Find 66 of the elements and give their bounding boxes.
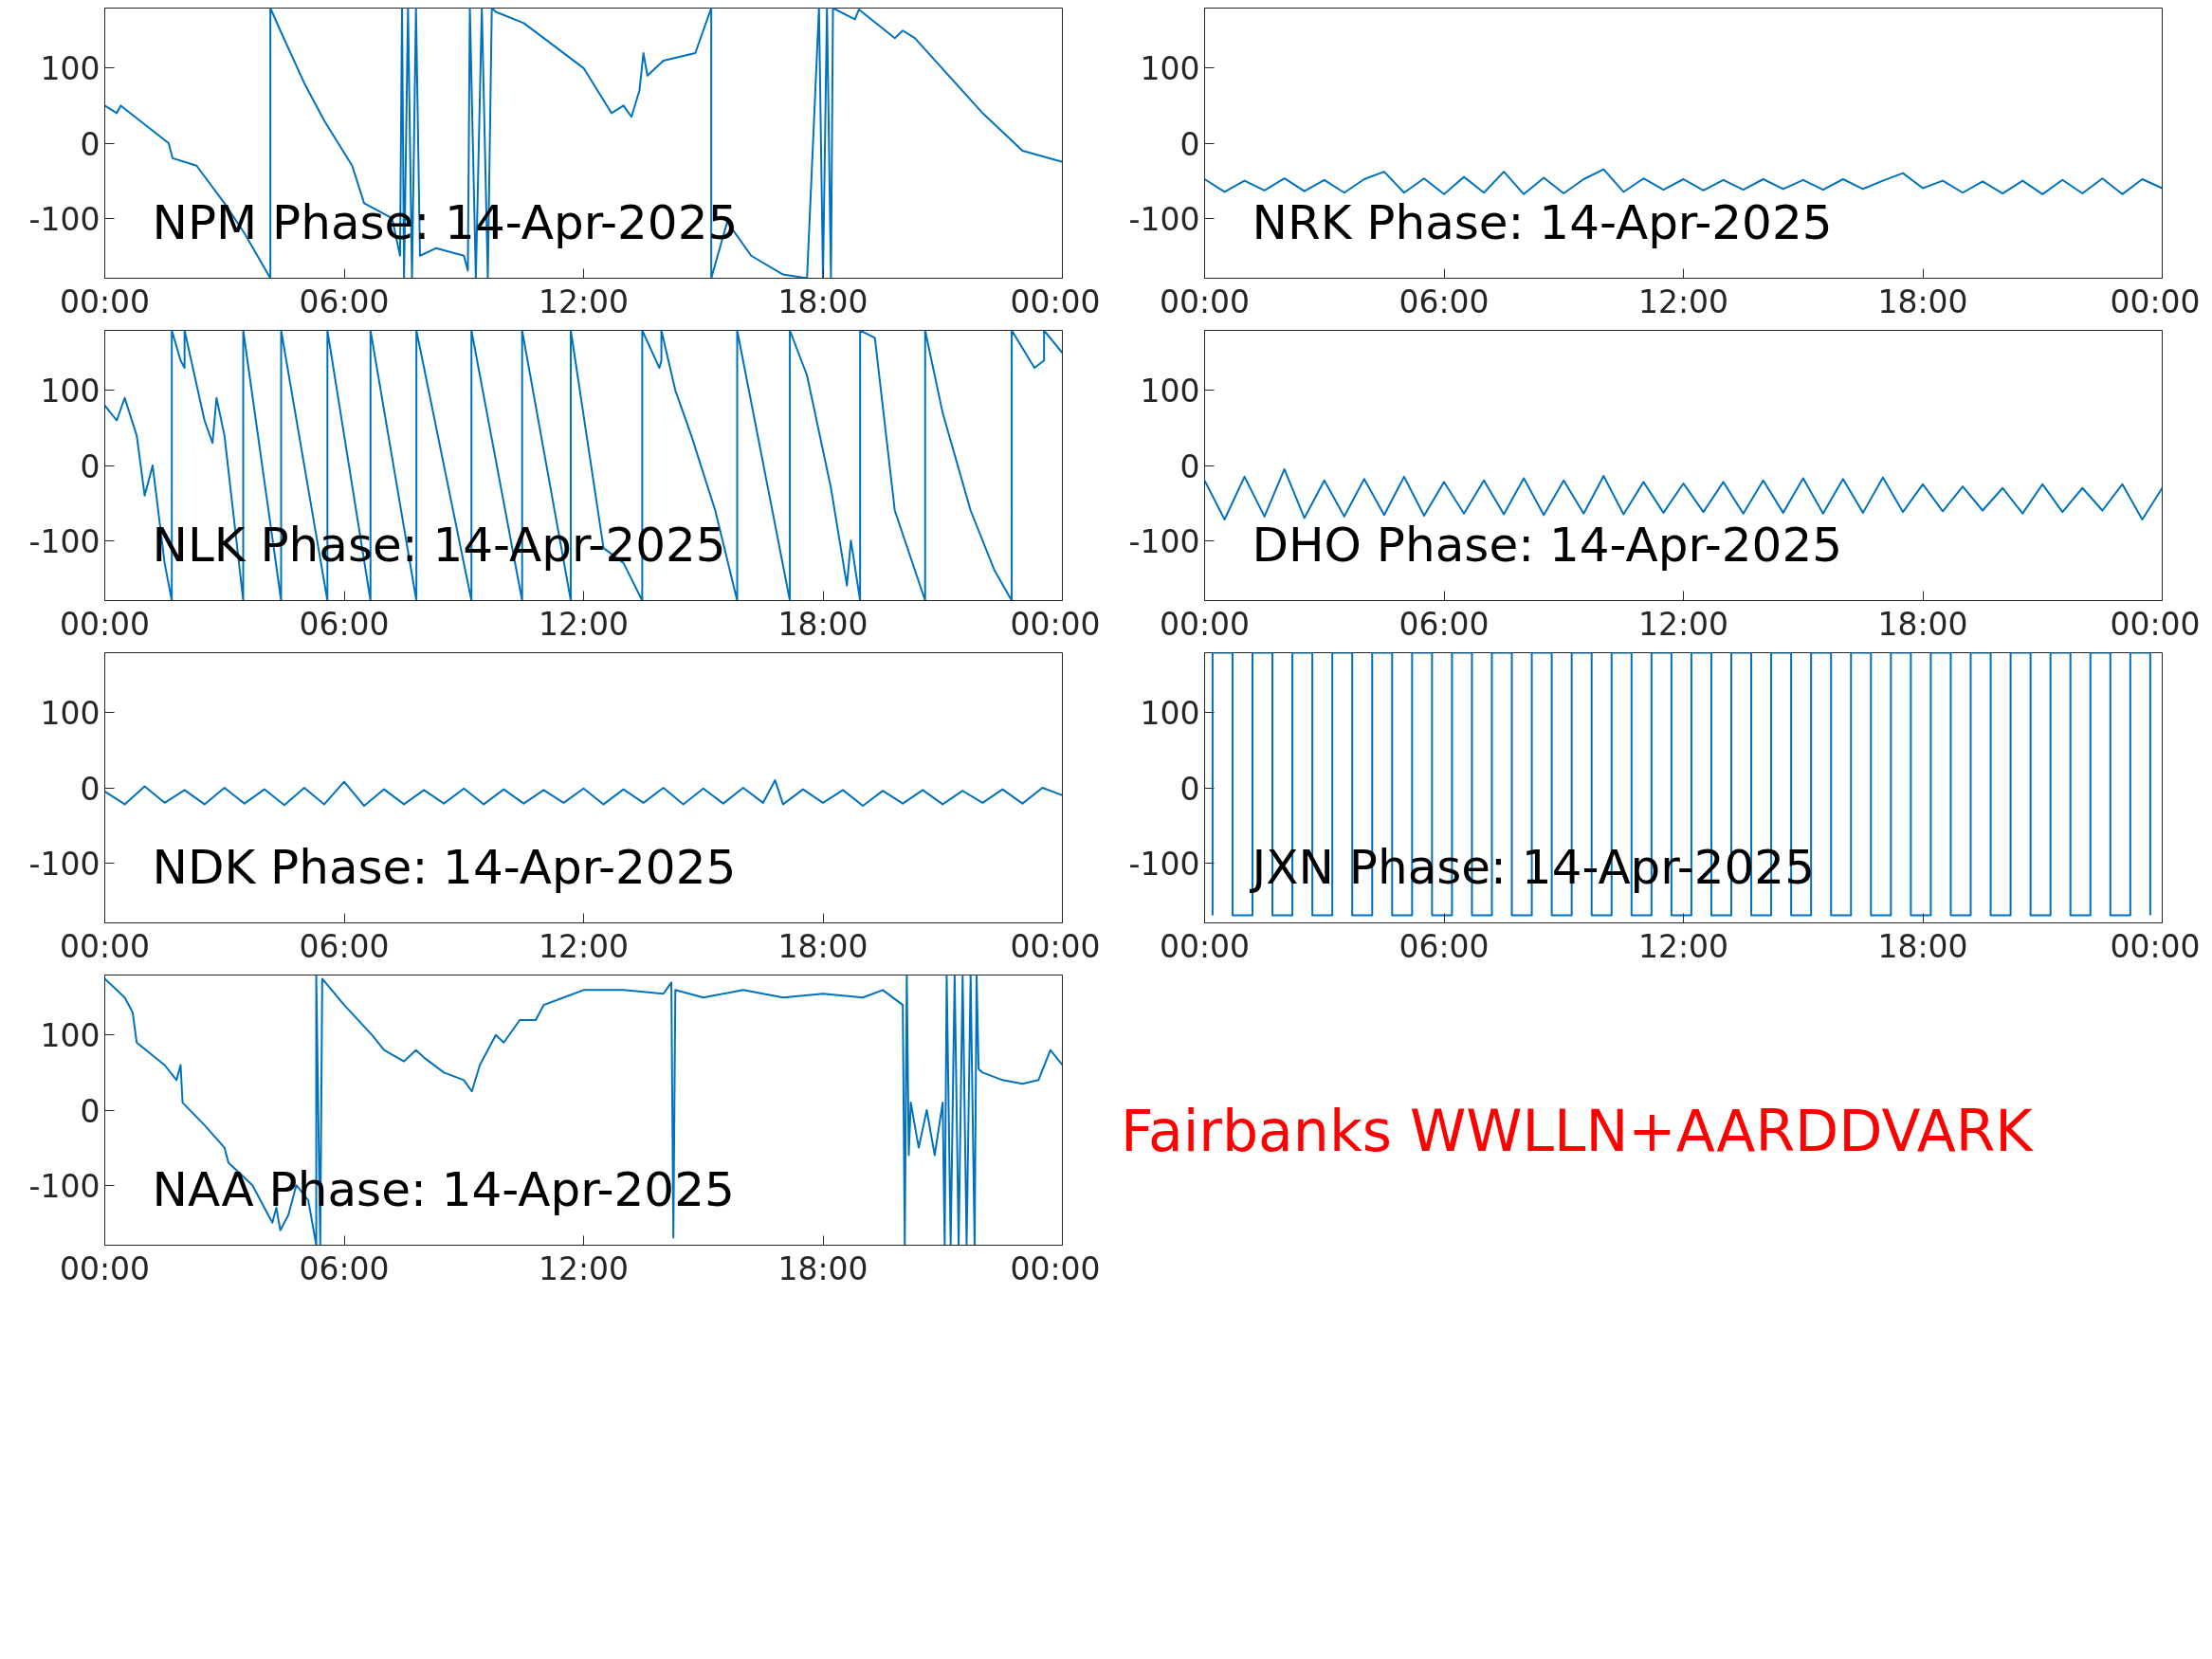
x-tick-label: 18:00 [777,605,868,643]
x-tick-label: 00:00 [1159,605,1251,643]
y-tick-label: 100 [40,1017,101,1055]
x-tick-label: 00:00 [1159,927,1251,965]
text: Fairbanks WWLLN+AARDDVARK [1120,1098,2035,1164]
line-series [104,330,1063,601]
x-tick-label: 12:00 [538,605,630,643]
y-tick-label: 100 [40,50,101,88]
y-tick-label: 0 [1179,770,1200,808]
x-tick-label: 18:00 [777,927,868,965]
line-series [104,975,1063,1246]
x-tick-label: 18:00 [1877,605,1968,643]
x-tick-label: 06:00 [299,283,390,320]
y-tick-label: 100 [1140,373,1200,410]
y-tick-label: 0 [80,1092,101,1130]
x-tick-label: 00:00 [1010,927,1101,965]
x-tick-label: 00:00 [59,927,151,965]
y-tick-label: 0 [80,770,101,808]
x-tick-label: 18:00 [777,1249,868,1287]
x-tick-label: 12:00 [1637,927,1729,965]
y-tick-label: 0 [1179,125,1200,163]
y-tick-label: -100 [28,845,101,883]
y-tick-label: 0 [80,125,101,163]
x-tick-label: 06:00 [1398,283,1490,320]
y-tick-label: -100 [1128,200,1200,238]
x-tick-label: 00:00 [1010,283,1101,320]
x-tick-label: 06:00 [299,605,390,643]
x-tick-label: 00:00 [2110,927,2201,965]
text: NDK Phase: 14-Apr-2025 [152,839,737,895]
y-tick-label: 100 [40,373,101,410]
x-tick-label: 18:00 [1877,927,1968,965]
y-tick-label: -100 [1128,845,1200,883]
text: DHO Phase: 14-Apr-2025 [1252,517,1843,573]
x-tick-label: 18:00 [777,283,868,320]
line-series [104,779,1063,807]
y-tick-label: -100 [28,1167,101,1205]
x-tick-label: 00:00 [1010,1249,1101,1287]
y-tick-label: -100 [28,522,101,560]
y-tick-label: -100 [1128,522,1200,560]
x-tick-label: 06:00 [1398,605,1490,643]
x-tick-label: 00:00 [59,283,151,320]
x-tick-label: 12:00 [538,283,630,320]
y-tick-label: 0 [1179,447,1200,485]
x-tick-label: 06:00 [1398,927,1490,965]
y-tick-label: 0 [80,447,101,485]
x-tick-label: 12:00 [1637,283,1729,320]
line-series [1204,168,2163,195]
x-tick-label: 12:00 [1637,605,1729,643]
x-tick-label: 06:00 [299,1249,390,1287]
x-tick-label: 12:00 [538,1249,630,1287]
x-tick-label: 00:00 [59,605,151,643]
line-series [104,8,1063,279]
x-tick-label: 00:00 [2110,283,2201,320]
y-tick-label: 100 [1140,695,1200,733]
x-tick-label: 00:00 [1010,605,1101,643]
text: NRK Phase: 14-Apr-2025 [1252,194,1833,250]
x-tick-label: 18:00 [1877,283,1968,320]
x-tick-label: 00:00 [1159,283,1251,320]
x-tick-label: 12:00 [538,927,630,965]
x-tick-label: 00:00 [59,1249,151,1287]
y-tick-label: 100 [1140,50,1200,88]
y-tick-label: 100 [40,695,101,733]
y-tick-label: -100 [28,200,101,238]
x-tick-label: 00:00 [2110,605,2201,643]
line-series [1204,467,2163,520]
x-tick-label: 06:00 [299,927,390,965]
